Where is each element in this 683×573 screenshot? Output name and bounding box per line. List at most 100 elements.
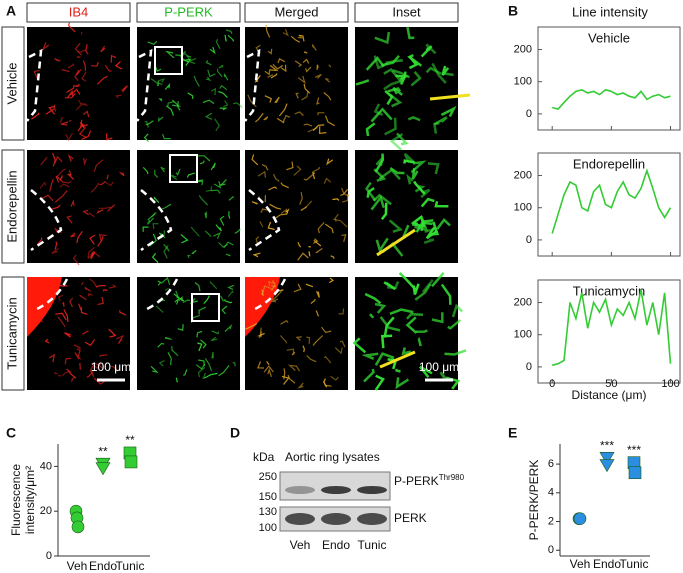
header-box xyxy=(354,2,459,23)
vessel-sprout xyxy=(295,336,302,341)
vessel-sprout xyxy=(323,381,332,387)
vessel-sprout xyxy=(178,295,183,302)
dashed-border xyxy=(244,48,261,122)
vessel-sprout xyxy=(282,28,289,37)
vessel-sprout xyxy=(66,368,77,379)
vessel-sprout xyxy=(227,290,234,298)
vessel-sprout xyxy=(200,339,207,349)
lane-label: Tunic xyxy=(358,538,387,552)
vessel-sprout xyxy=(379,316,401,332)
column-header: IB4 xyxy=(69,4,89,19)
y-tick-label: 100 xyxy=(514,202,532,214)
row-label-box xyxy=(1,149,25,264)
vessel-sprout xyxy=(56,168,66,178)
vessel-sprout xyxy=(403,152,416,164)
micrograph xyxy=(26,22,130,142)
chart-title: Tunicamycin xyxy=(573,283,645,298)
vessel-sprout xyxy=(96,75,108,85)
vessel-sprout xyxy=(228,195,234,201)
data-point xyxy=(124,455,138,469)
micrograph xyxy=(137,150,241,264)
vessel-sprout xyxy=(84,339,96,347)
micrograph xyxy=(245,277,348,390)
vessel-sprout xyxy=(98,206,112,209)
data-point xyxy=(71,520,85,534)
vessel-sprout xyxy=(197,342,203,352)
chart-title: Vehicle xyxy=(588,30,630,45)
panel-label: E xyxy=(508,425,517,441)
vessel-sprout xyxy=(57,374,62,377)
vessel-sprout xyxy=(228,211,231,219)
vessel-sprout xyxy=(218,365,230,377)
vessel-sprout xyxy=(411,167,419,180)
vessel-sprout xyxy=(96,285,106,288)
vessel-sprout xyxy=(77,303,82,311)
vessel-sprout xyxy=(59,183,70,188)
vessel-sprout xyxy=(82,60,87,71)
vessel-sprout xyxy=(99,354,108,358)
vessel-sprout xyxy=(187,254,191,259)
vessel-sprout xyxy=(116,334,125,344)
plot-frame xyxy=(537,279,681,384)
vessel-sprout xyxy=(69,297,74,308)
y-tick-label: 100 xyxy=(514,329,532,341)
vessel-sprout xyxy=(401,347,412,356)
vessel xyxy=(27,277,62,337)
vessel-sprout xyxy=(436,218,451,230)
blot-band xyxy=(285,486,315,494)
vessel-sprout xyxy=(419,365,433,378)
image-bg xyxy=(137,150,240,263)
vessel-sprout xyxy=(245,322,258,330)
vessel-sprout xyxy=(423,238,435,244)
vessel-sprout xyxy=(297,75,306,85)
vessel-sprout xyxy=(302,58,310,64)
y-tick-label: 0 xyxy=(526,234,532,246)
vessel-sprout xyxy=(269,64,279,72)
vessel-sprout xyxy=(341,234,347,242)
vessel-sprout xyxy=(82,209,90,216)
panel-label: B xyxy=(508,3,518,19)
vessel-sprout xyxy=(308,246,311,248)
vessel xyxy=(245,277,280,337)
y-axis-label: intensity/μm² xyxy=(23,466,37,534)
x-tick-label: Veh xyxy=(570,557,591,571)
vessel-sprout xyxy=(259,221,264,228)
vessel-sprout xyxy=(277,58,286,64)
vessel-sprout xyxy=(167,352,172,366)
vessel-sprout xyxy=(183,369,188,376)
y-tick-label: 0 xyxy=(46,550,52,562)
vessel-sprout xyxy=(152,223,159,230)
image-bg xyxy=(245,27,348,140)
vessel-sprout xyxy=(89,278,98,289)
vessel-sprout xyxy=(80,119,88,127)
vessel-sprout xyxy=(67,63,75,69)
vessel-sprout xyxy=(219,84,228,91)
y-tick-label: 40 xyxy=(40,460,52,472)
vessel-sprout xyxy=(223,100,229,108)
vessel-sprout xyxy=(197,367,206,378)
vessel-sprout xyxy=(75,69,82,76)
vessel-sprout xyxy=(308,251,311,257)
blot-membrane xyxy=(279,471,391,501)
row-label-box xyxy=(1,276,25,391)
vessel-sprout xyxy=(211,330,220,335)
vessel-sprout xyxy=(264,95,273,103)
vessel-sprout xyxy=(260,208,270,213)
vessel-sprout xyxy=(88,212,95,218)
vessel-sprout xyxy=(104,64,112,72)
vessel-sprout xyxy=(373,103,384,117)
vessel-sprout xyxy=(191,249,197,254)
blot-band xyxy=(357,513,387,525)
chart-title: Endorepellin xyxy=(573,156,645,171)
band-superscript: Thr980 xyxy=(439,473,465,482)
vessel-sprout xyxy=(283,368,286,380)
significance: ** xyxy=(98,444,108,458)
vessel-sprout xyxy=(287,364,297,371)
vessel-sprout xyxy=(97,296,105,306)
vessel-sprout xyxy=(151,252,159,264)
intensity-line xyxy=(429,93,471,101)
dashed-border xyxy=(136,48,153,122)
vessel-sprout xyxy=(251,201,258,205)
vessel-sprout xyxy=(425,66,442,75)
vessel-sprout xyxy=(303,123,313,127)
